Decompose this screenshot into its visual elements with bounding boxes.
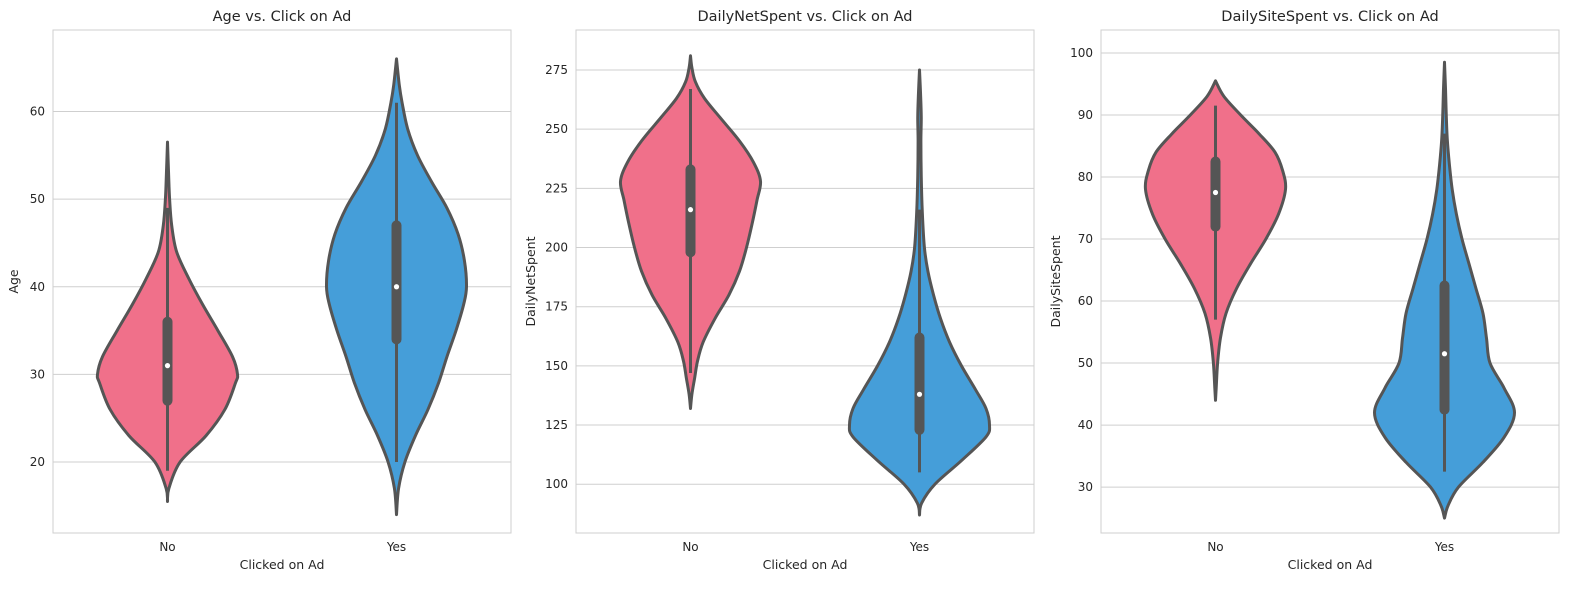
x-axis-label: Clicked on Ad bbox=[1288, 557, 1373, 572]
x-tick-label: No bbox=[682, 540, 698, 554]
violin-median-marker bbox=[1442, 351, 1447, 356]
y-tick-label: 80 bbox=[1078, 170, 1093, 184]
violin-median-marker bbox=[394, 284, 399, 289]
violin-no bbox=[620, 56, 760, 409]
violin-no bbox=[1145, 81, 1285, 400]
plot-frame bbox=[1101, 30, 1559, 533]
y-tick-label: 250 bbox=[545, 122, 568, 136]
x-tick-label: No bbox=[159, 540, 175, 554]
x-axis-label: Clicked on Ad bbox=[240, 557, 325, 572]
y-axis-label: Age bbox=[6, 269, 21, 293]
y-tick-label: 275 bbox=[545, 63, 568, 77]
x-tick-label: Yes bbox=[909, 540, 929, 554]
chart-title: DailySiteSpent vs. Click on Ad bbox=[1221, 9, 1438, 25]
y-tick-label: 20 bbox=[30, 455, 45, 469]
violin-yes bbox=[326, 59, 466, 515]
chart-panel-2: 100 125 150 175 200 225 250 275 No Yes DailyNetSpe… bbox=[523, 9, 1034, 572]
chart-panel-3: 30 40 50 60 70 80 90 100 No Yes DailySiteSpent vs.… bbox=[1048, 9, 1559, 572]
y-axis-label: DailyNetSpent bbox=[523, 236, 538, 326]
x-axis-label: Clicked on Ad bbox=[763, 557, 848, 572]
y-tick-label: 90 bbox=[1078, 108, 1093, 122]
violin-yes bbox=[1375, 62, 1515, 518]
y-tick-label: 30 bbox=[30, 367, 45, 381]
y-tick-label: 50 bbox=[1078, 356, 1093, 370]
x-tick-label: Yes bbox=[386, 540, 406, 554]
y-tick-label: 125 bbox=[545, 418, 568, 432]
chart-panel-1: 20 30 40 50 60 No Yes Age vs. Click on Ad Clicke… bbox=[6, 9, 511, 572]
y-tick-label: 40 bbox=[1078, 418, 1093, 432]
violin-median-marker bbox=[165, 363, 170, 368]
y-tick-label: 150 bbox=[545, 359, 568, 373]
violin-yes bbox=[849, 70, 989, 515]
violin-median-marker bbox=[688, 207, 693, 212]
y-tick-label: 100 bbox=[1070, 46, 1093, 60]
violin-no bbox=[97, 142, 237, 501]
x-tick-label: No bbox=[1207, 540, 1223, 554]
chart-title: Age vs. Click on Ad bbox=[213, 9, 352, 25]
y-tick-label: 100 bbox=[545, 477, 568, 491]
y-tick-label: 30 bbox=[1078, 480, 1093, 494]
y-tick-label: 50 bbox=[30, 192, 45, 206]
x-tick-label: Yes bbox=[1434, 540, 1454, 554]
y-tick-label: 225 bbox=[545, 181, 568, 195]
violin-median-marker bbox=[917, 392, 922, 397]
y-tick-label: 40 bbox=[30, 280, 45, 294]
y-tick-label: 60 bbox=[30, 104, 45, 118]
y-tick-label: 175 bbox=[545, 300, 568, 314]
y-tick-label: 60 bbox=[1078, 294, 1093, 308]
y-axis-label: DailySiteSpent bbox=[1048, 235, 1063, 327]
y-tick-label: 200 bbox=[545, 241, 568, 255]
y-tick-label: 70 bbox=[1078, 232, 1093, 246]
chart-title: DailyNetSpent vs. Click on Ad bbox=[697, 9, 912, 25]
violin-median-marker bbox=[1213, 190, 1218, 195]
